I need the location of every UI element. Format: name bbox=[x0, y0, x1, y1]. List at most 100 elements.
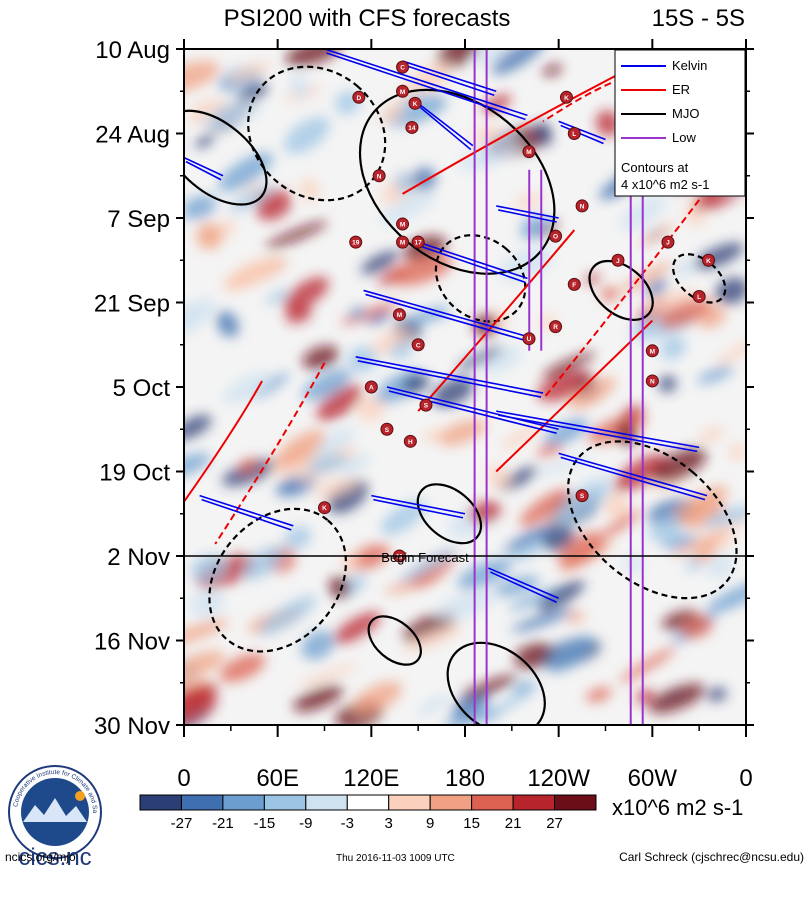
colorbar-level-label: 15 bbox=[463, 815, 480, 832]
storm-marker-dot bbox=[396, 84, 410, 98]
forecast-label: Begin Forecast bbox=[381, 550, 469, 565]
mjo-contour bbox=[567, 440, 738, 600]
storm-marker: D bbox=[352, 90, 366, 104]
anomaly-blob bbox=[200, 99, 263, 129]
anomaly-blob bbox=[648, 683, 705, 714]
storm-marker-dot bbox=[403, 434, 417, 448]
anomaly-blob bbox=[672, 531, 727, 557]
y-tick-label: 30 Nov bbox=[94, 713, 170, 740]
colorbar-level-label: -15 bbox=[254, 815, 276, 832]
anomaly-blob bbox=[184, 306, 201, 326]
storm-marker: S bbox=[380, 422, 394, 436]
storm-marker: F bbox=[567, 277, 581, 291]
storm-marker-dot bbox=[396, 217, 410, 231]
anomaly-blob bbox=[395, 171, 415, 195]
storm-marker: K bbox=[702, 253, 716, 267]
kelvin-contour bbox=[417, 102, 474, 151]
storm-marker: N bbox=[575, 199, 589, 213]
anomaly-blob bbox=[601, 286, 618, 302]
anomaly-blob bbox=[293, 685, 344, 712]
anomaly-blob bbox=[360, 250, 399, 275]
anomaly-blob bbox=[674, 259, 695, 278]
storm-marker-label: K bbox=[564, 95, 569, 102]
storm-marker-label: C bbox=[416, 342, 421, 349]
anomaly-blob bbox=[536, 444, 563, 457]
storm-marker-dot bbox=[392, 308, 406, 322]
anomaly-blob bbox=[432, 377, 474, 407]
low-contour bbox=[528, 169, 543, 351]
storm-marker-dot bbox=[349, 235, 363, 249]
storm-marker: J bbox=[611, 253, 625, 267]
anomaly-blob bbox=[289, 73, 310, 100]
anomaly-blob bbox=[282, 276, 329, 312]
storm-marker: 14 bbox=[405, 120, 419, 134]
storm-marker-dot bbox=[419, 398, 433, 412]
anomaly-blob bbox=[219, 653, 266, 683]
colorbar-level-label: 9 bbox=[426, 815, 434, 832]
anomaly-blob bbox=[184, 414, 212, 441]
colorbar-swatch bbox=[554, 794, 597, 811]
storm-marker-label: M bbox=[400, 222, 405, 229]
anomaly-blob bbox=[222, 257, 279, 292]
storm-marker: L bbox=[692, 289, 706, 303]
storm-marker-label: 19 bbox=[352, 240, 360, 247]
storm-marker-dot bbox=[549, 229, 563, 243]
colorbar-level-label: 3 bbox=[385, 815, 393, 832]
storm-marker-label: 11 bbox=[396, 554, 403, 561]
storm-marker-label: H bbox=[408, 439, 413, 446]
storm-marker-label: 14 bbox=[408, 125, 416, 132]
storm-marker: O bbox=[549, 229, 563, 243]
storm-marker-label: K bbox=[706, 258, 711, 265]
anomaly-blob bbox=[498, 466, 539, 491]
anomaly-blob bbox=[265, 221, 328, 249]
y-axis-labels: 10 Aug 24 Aug 7 Sep 21 Sep 5 Oct 19 Oct 2 Nov 1… bbox=[94, 37, 170, 740]
anomaly-blob bbox=[389, 255, 453, 286]
cics-logo: Cooperative Institute for Climate and Sa… bbox=[0, 0, 102, 871]
storm-marker-label: O bbox=[553, 234, 558, 241]
storm-marker: S bbox=[575, 489, 589, 503]
footer-author: Carl Schreck (cjschrec@ncsu.edu) bbox=[619, 850, 804, 864]
storm-marker-label: M bbox=[397, 312, 402, 319]
storm-marker-label: S bbox=[385, 427, 390, 434]
anomaly-blob bbox=[641, 290, 698, 314]
colorbar-swatch bbox=[512, 794, 556, 811]
mjo-contour bbox=[446, 641, 546, 725]
anomaly-blob bbox=[699, 426, 724, 444]
storm-marker-dot bbox=[396, 235, 410, 249]
legend-label: Low bbox=[672, 130, 696, 145]
storm-marker: M bbox=[396, 235, 410, 249]
storm-marker-dot bbox=[522, 145, 536, 159]
storm-marker: J bbox=[661, 235, 675, 249]
anomaly-blob bbox=[624, 554, 643, 574]
storm-marker: A bbox=[364, 380, 378, 394]
storm-marker: M bbox=[392, 308, 406, 322]
storm-marker-dot bbox=[549, 320, 563, 334]
storm-marker: N bbox=[372, 169, 386, 183]
anomaly-blob bbox=[196, 222, 223, 250]
mjo-contour bbox=[434, 234, 527, 323]
anomaly-blob bbox=[595, 110, 620, 137]
storm-marker-label: M bbox=[526, 149, 531, 156]
storm-marker-label: M bbox=[650, 348, 655, 355]
kelvin-contour bbox=[199, 494, 294, 531]
y-tick-label: 24 Aug bbox=[95, 122, 170, 149]
storm-marker-label: C bbox=[400, 65, 405, 72]
anomaly-blob bbox=[545, 635, 594, 673]
anomaly-blob bbox=[253, 372, 290, 399]
anomaly-blob bbox=[184, 650, 225, 682]
legend-note-line2: 4 x10^6 m2 s-1 bbox=[621, 177, 709, 192]
x-tick-label: 0 bbox=[177, 765, 190, 792]
anomaly-blob bbox=[275, 429, 326, 468]
storm-marker-dot bbox=[575, 489, 589, 503]
anomaly-blob bbox=[216, 310, 239, 338]
colorbar-level-label: -27 bbox=[171, 815, 193, 832]
storm-marker: K bbox=[318, 501, 331, 515]
anomaly-blob bbox=[368, 311, 391, 325]
storm-marker-label: A bbox=[369, 385, 374, 392]
storm-marker-dot bbox=[645, 374, 659, 388]
storm-marker: C bbox=[396, 60, 410, 74]
storm-marker-label: U bbox=[527, 336, 532, 343]
anomaly-blob bbox=[636, 689, 655, 704]
anomaly-blob bbox=[238, 458, 259, 474]
anomaly-blob bbox=[658, 375, 677, 393]
